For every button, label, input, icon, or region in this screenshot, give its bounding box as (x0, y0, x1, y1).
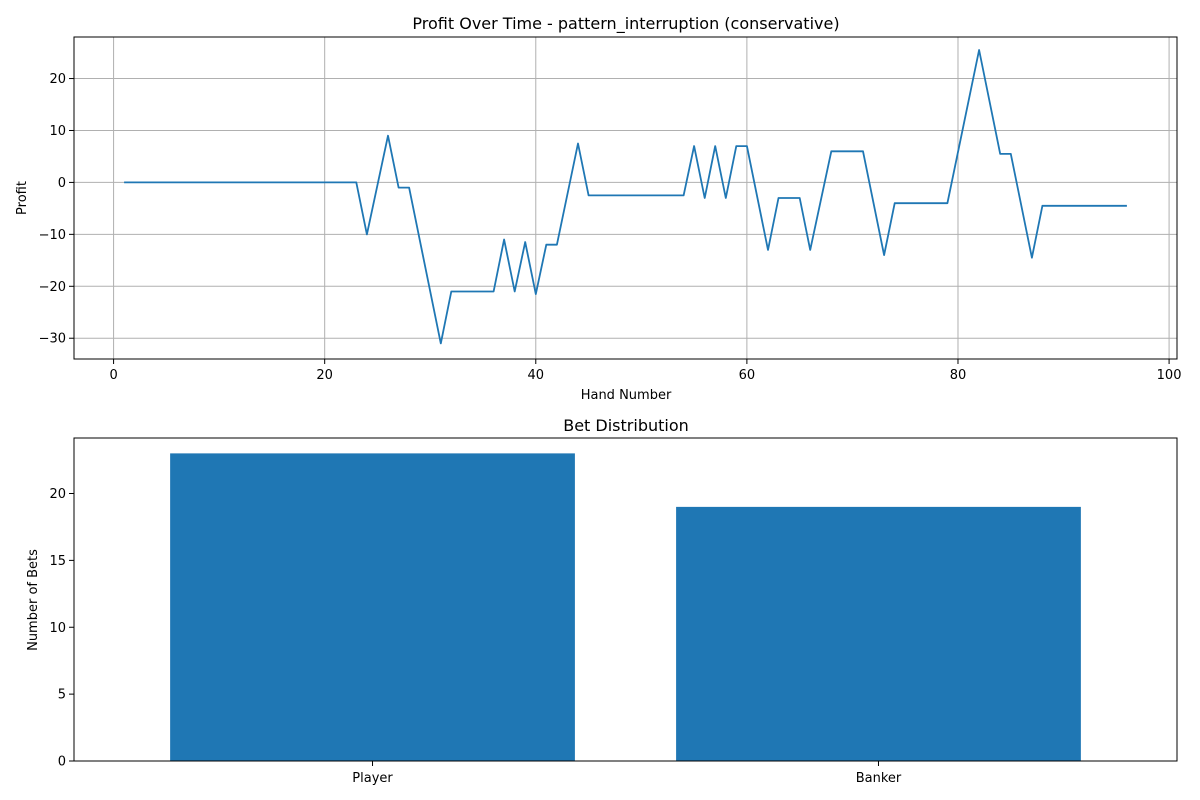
line-chart-y-tick-label: −20 (39, 280, 66, 295)
line-chart-series (124, 49, 1127, 345)
line-chart-frame (73, 36, 1178, 360)
bar-chart-frame (73, 437, 1178, 762)
line-chart-x-tick-label: 100 (1157, 368, 1182, 383)
bar-chart: Bet Distribution Player Banker 0 5 10 15 20 Nu… (26, 416, 1178, 786)
line-chart-x-tick-label: 0 (109, 368, 117, 383)
line-chart-x-tick-label: 40 (528, 368, 545, 383)
line-chart-ylabel: Profit (15, 181, 30, 215)
line-chart-x-tick-label: 80 (950, 368, 967, 383)
line-chart-x-tick-label: 60 (739, 368, 756, 383)
bar-player (170, 453, 575, 761)
line-chart-y-tick-label: −30 (39, 332, 66, 347)
line-chart-y-tick-label: 0 (58, 176, 66, 191)
bar-chart-y-tick-label: 0 (58, 755, 66, 770)
bar-chart-y-tick-label: 20 (49, 487, 66, 502)
line-chart-x-tick-label: 20 (316, 368, 333, 383)
bar-banker (676, 506, 1081, 761)
line-chart: Profit Over Time - pattern_interruption … (15, 14, 1181, 403)
line-chart-ticks: 0 20 40 60 80 100 −30 −20 −10 0 10 20 (39, 72, 1182, 383)
bar-chart-y-tick-label: 10 (49, 621, 66, 636)
bar-chart-title: Bet Distribution (563, 416, 689, 435)
line-chart-y-tick-label: −10 (39, 228, 66, 243)
line-chart-grid (74, 37, 1177, 359)
bar-chart-y-tick-label: 15 (49, 554, 66, 569)
line-chart-title: Profit Over Time - pattern_interruption … (412, 14, 839, 34)
profit-series-line (124, 49, 1127, 345)
bar-chart-ylabel: Number of Bets (26, 549, 41, 651)
bar-chart-bars (170, 453, 1081, 761)
bar-chart-y-tick-label: 5 (58, 688, 66, 703)
line-chart-y-tick-label: 10 (49, 124, 66, 139)
bar-chart-category-label: Player (352, 771, 393, 786)
bar-chart-category-label: Banker (856, 771, 902, 786)
line-chart-xlabel: Hand Number (581, 388, 672, 403)
line-chart-y-tick-label: 20 (49, 72, 66, 87)
bar-chart-ticks: Player Banker 0 5 10 15 20 (49, 487, 901, 786)
